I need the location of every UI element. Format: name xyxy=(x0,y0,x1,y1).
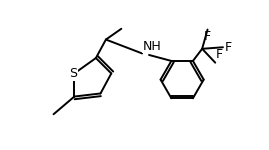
Text: S: S xyxy=(70,67,77,80)
Text: F: F xyxy=(204,30,211,43)
Text: F: F xyxy=(225,41,232,54)
Text: F: F xyxy=(216,48,223,61)
Text: NH: NH xyxy=(143,40,162,53)
